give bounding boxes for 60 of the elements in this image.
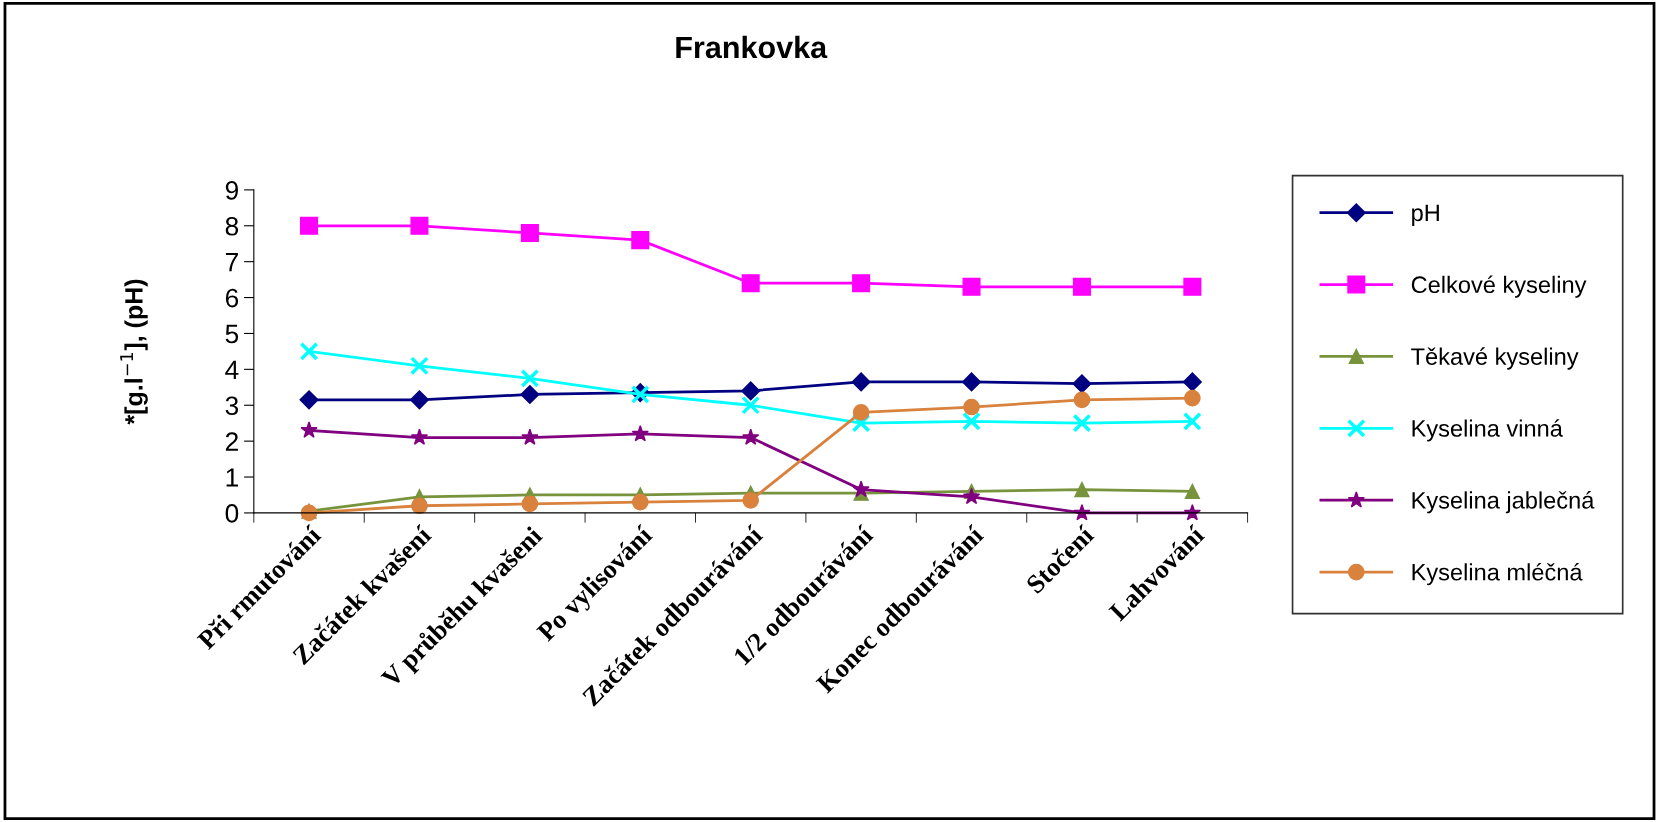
point xyxy=(1183,277,1202,296)
point xyxy=(410,356,429,376)
point xyxy=(520,384,540,405)
point xyxy=(520,368,540,388)
point xyxy=(299,342,319,361)
y-tick-label: 7 xyxy=(225,253,238,272)
point xyxy=(742,428,760,445)
point xyxy=(1184,483,1200,500)
y-tick-label: 2 xyxy=(225,432,238,451)
point xyxy=(1072,374,1092,394)
point xyxy=(741,395,761,415)
y-tick-label: 6 xyxy=(225,288,239,308)
point xyxy=(631,424,649,442)
point xyxy=(1184,389,1201,407)
point xyxy=(299,390,319,410)
point xyxy=(962,412,981,431)
y-tick-label: 1 xyxy=(226,468,238,487)
y-tick-label: 8 xyxy=(225,216,239,236)
y-axis-title: *[g.l$^{−1}$], (pH) xyxy=(120,279,148,425)
y-tick-label: 5 xyxy=(225,324,239,344)
y-tick-label: 9 xyxy=(225,181,238,200)
point xyxy=(521,428,539,445)
point xyxy=(300,216,319,235)
point xyxy=(852,404,870,421)
point xyxy=(300,421,318,438)
legend-label: pH xyxy=(1412,204,1439,226)
point xyxy=(1073,391,1091,409)
point xyxy=(409,390,429,410)
point xyxy=(631,493,649,511)
point xyxy=(521,495,539,513)
point xyxy=(631,231,650,250)
point xyxy=(1182,372,1202,392)
point xyxy=(520,223,539,242)
point xyxy=(963,398,980,416)
legend-label: Celkové kyseliny xyxy=(1411,275,1587,298)
point xyxy=(410,428,429,445)
legend-label: Kyselina jablečná xyxy=(1412,491,1595,514)
point xyxy=(962,277,981,296)
legend-label: Těkavé kyseliny xyxy=(1411,347,1579,370)
point xyxy=(410,216,429,235)
y-tick-label: 3 xyxy=(225,396,239,416)
point xyxy=(962,487,981,505)
point xyxy=(1072,413,1092,433)
chart-title: Frankovka xyxy=(676,35,828,59)
point xyxy=(852,480,870,498)
legend-label: Kyselina vinná xyxy=(1412,419,1563,442)
y-tick-label: 0 xyxy=(225,504,239,523)
legend-label: Kyselina mléčná xyxy=(1412,562,1583,586)
point xyxy=(1072,277,1091,296)
point xyxy=(1074,481,1090,498)
point xyxy=(852,274,871,293)
point xyxy=(742,492,760,509)
point xyxy=(741,381,761,401)
point xyxy=(411,497,428,515)
point xyxy=(851,372,871,392)
point xyxy=(961,372,982,392)
y-tick-label: 4 xyxy=(225,360,239,379)
point xyxy=(741,274,760,293)
point xyxy=(851,413,871,433)
point xyxy=(1182,412,1202,431)
